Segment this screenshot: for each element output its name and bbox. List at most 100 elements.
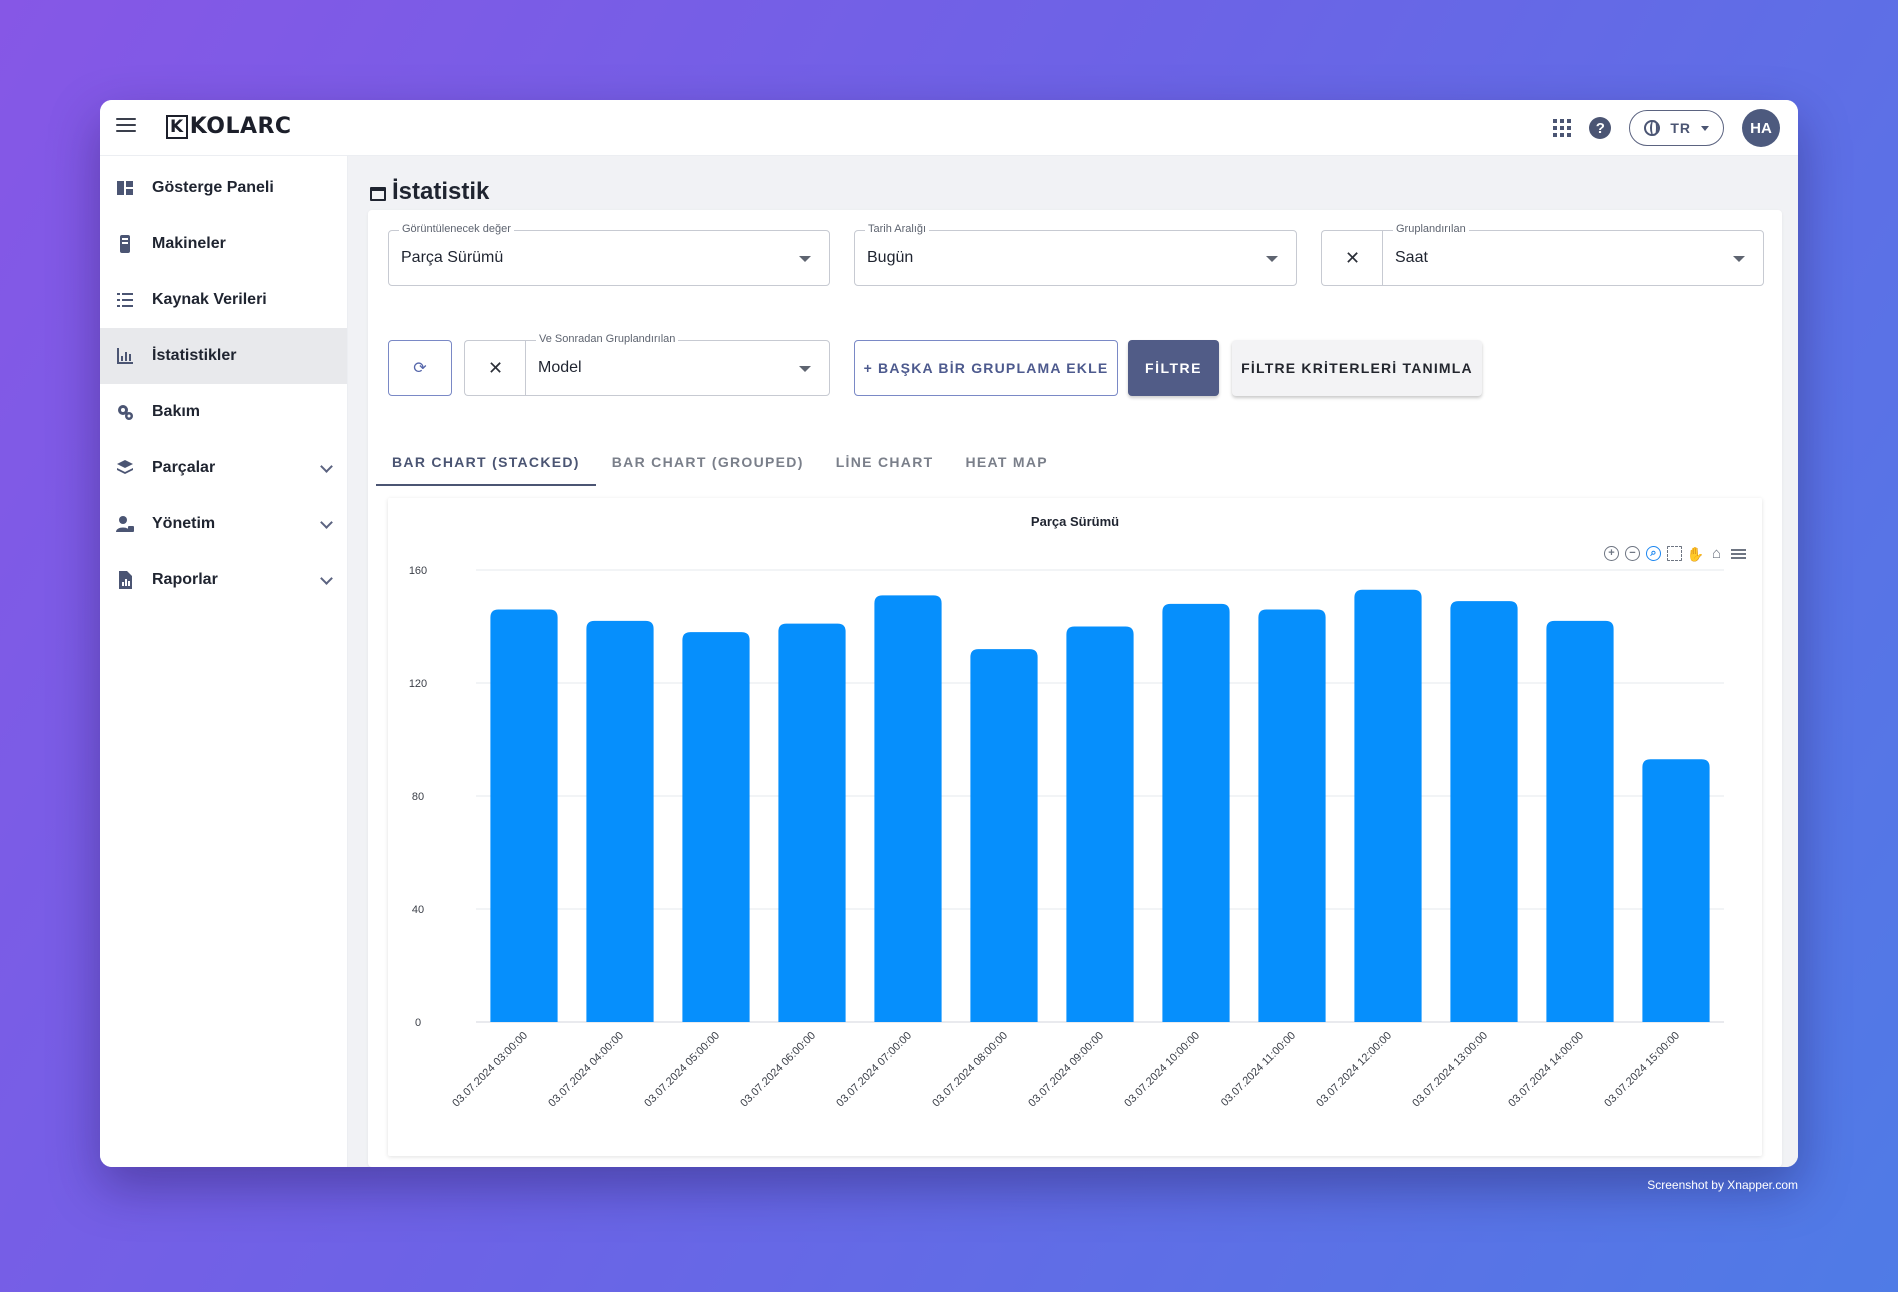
top-actions: ? TR HA: [1553, 106, 1780, 150]
sidebar-item-label: Kaynak Verileri: [152, 291, 267, 308]
x-tick-label: 03.07.2024 13:00:00: [1410, 1030, 1490, 1110]
sidebar-item-label: İstatistikler: [152, 347, 237, 364]
chevron-down-icon: [799, 256, 811, 262]
dashboard-icon: [117, 181, 133, 195]
apps-grid-icon[interactable]: [1553, 119, 1572, 137]
page-title-text: İstatistik: [392, 178, 490, 205]
layers-icon: [117, 460, 133, 474]
clear-then-group-button[interactable]: ✕: [464, 340, 526, 396]
sidebar-item-parts[interactable]: Parçalar: [100, 440, 347, 496]
logo-text: KOLARC: [189, 114, 292, 139]
x-tick-label: 03.07.2024 08:00:00: [930, 1030, 1010, 1110]
sidebar-item-label: Makineler: [152, 235, 226, 252]
search-zoom-icon[interactable]: ⌕: [1646, 546, 1661, 561]
zoom-in-icon[interactable]: +: [1604, 546, 1619, 561]
value-select[interactable]: Görüntülenecek değer Parça Sürümü: [388, 223, 830, 286]
menu-icon[interactable]: [116, 118, 136, 134]
selection-icon[interactable]: [1667, 546, 1682, 561]
chevron-down-icon: [1733, 256, 1745, 262]
globe-icon: [1644, 120, 1661, 136]
bar: [490, 609, 558, 1022]
home-icon[interactable]: ⌂: [1711, 545, 1722, 562]
then-group-by-label: Ve Sonradan Gruplandırılan: [536, 333, 679, 345]
zoom-out-icon[interactable]: −: [1625, 546, 1640, 561]
maintenance-icon: [118, 405, 133, 420]
tab-line-chart[interactable]: LİNE CHART: [835, 454, 934, 470]
chevron-down-icon: [1266, 256, 1278, 262]
x-tick-label: 03.07.2024 15:00:00: [1602, 1030, 1682, 1110]
bar: [682, 632, 750, 1022]
sidebar-item-machines[interactable]: Makineler: [100, 216, 347, 272]
page-title: İstatistik: [370, 178, 489, 206]
group-by-label: Gruplandırılan: [1393, 223, 1469, 235]
report-icon: [119, 571, 132, 589]
bar: [874, 595, 942, 1022]
chart-toolbar: + − ⌕ ✋ ⌂: [1604, 546, 1746, 561]
x-tick-label: 03.07.2024 09:00:00: [1026, 1030, 1106, 1110]
chart-menu-icon[interactable]: [1730, 546, 1746, 561]
tab-bar-stacked[interactable]: BAR CHART (STACKED): [376, 438, 596, 486]
y-tick-label: 160: [409, 565, 427, 577]
refresh-button[interactable]: ⟳: [388, 340, 452, 396]
y-tick-label: 80: [412, 791, 424, 803]
sidebar-item-label: Yönetim: [152, 515, 216, 532]
avatar[interactable]: HA: [1742, 109, 1780, 147]
sidebar: Gösterge Paneli Makineler Kaynak Veriler…: [100, 156, 348, 1167]
x-tick-label: 03.07.2024 06:00:00: [738, 1030, 818, 1110]
bar: [1450, 601, 1518, 1022]
main-content: İstatistik Görüntülenecek değer Parça Sü…: [348, 156, 1798, 1167]
date-range-value: Bugün: [867, 249, 914, 266]
x-tick-label: 03.07.2024 04:00:00: [546, 1030, 626, 1110]
chart-container: Parça Sürümü + − ⌕ ✋ ⌂ 0 40 80 120 160 03.07.…: [388, 498, 1762, 1156]
define-filter-criteria-button[interactable]: FİLTRE KRİTERLERİ TANIMLA: [1232, 340, 1482, 396]
x-tick-label: 03.07.2024 07:00:00: [834, 1030, 914, 1110]
add-grouping-button[interactable]: + BAŞKA BİR GRUPLAMA EKLE: [854, 340, 1118, 396]
list-icon: [117, 293, 133, 307]
bar: [1354, 589, 1422, 1022]
sidebar-item-administration[interactable]: Yönetim: [100, 496, 347, 552]
filter-button[interactable]: FİLTRE: [1128, 340, 1219, 396]
language-value: TR: [1670, 120, 1691, 136]
date-range-label: Tarih Aralığı: [865, 223, 930, 235]
sidebar-item-dashboard[interactable]: Gösterge Paneli: [100, 160, 347, 216]
chevron-down-icon: [320, 516, 333, 529]
chevron-down-icon: [799, 366, 811, 372]
admin-icon: [116, 516, 134, 532]
x-tick-label: 03.07.2024 03:00:00: [450, 1030, 530, 1110]
chart-tabs: BAR CHART (STACKED) BAR CHART (GROUPED) …: [376, 438, 1064, 486]
logo-mark: K: [166, 115, 188, 139]
group-by-value: Saat: [1395, 249, 1428, 266]
sidebar-item-label: Raporlar: [152, 571, 218, 588]
logo[interactable]: K KOLARC: [166, 114, 292, 139]
date-range-select[interactable]: Tarih Aralığı Bugün: [854, 223, 1297, 286]
bar: [1642, 759, 1710, 1022]
top-bar: K KOLARC ? TR HA: [100, 100, 1798, 156]
sidebar-item-statistics[interactable]: İstatistikler: [100, 328, 347, 384]
sidebar-item-maintenance[interactable]: Bakım: [100, 384, 347, 440]
tab-heat-map[interactable]: HEAT MAP: [965, 454, 1048, 470]
help-icon[interactable]: ?: [1589, 117, 1612, 139]
watermark: Screenshot by Xnapper.com: [1647, 1178, 1798, 1192]
bar: [1258, 609, 1326, 1022]
clear-group-by-button[interactable]: ✕: [1321, 230, 1383, 286]
y-tick-label: 0: [415, 1017, 421, 1029]
chevron-down-icon: [1701, 125, 1709, 131]
value-select-value: Parça Sürümü: [401, 249, 504, 266]
x-tick-label: 03.07.2024 11:00:00: [1219, 1030, 1298, 1109]
sidebar-item-source-data[interactable]: Kaynak Verileri: [100, 272, 347, 328]
language-selector[interactable]: TR: [1629, 110, 1724, 146]
sidebar-item-label: Parçalar: [152, 459, 216, 476]
y-tick-label: 40: [412, 904, 424, 916]
group-by-select[interactable]: Gruplandırılan Saat: [1382, 223, 1764, 286]
pan-hand-icon[interactable]: ✋: [1686, 545, 1705, 562]
value-select-label: Görüntülenecek değer: [399, 223, 514, 235]
then-group-by-value: Model: [538, 359, 582, 376]
x-tick-label: 03.07.2024 14:00:00: [1506, 1030, 1586, 1110]
sidebar-item-reports[interactable]: Raporlar: [100, 552, 347, 608]
tab-bar-grouped[interactable]: BAR CHART (GROUPED): [611, 454, 804, 470]
chart-icon: [117, 348, 133, 364]
then-group-by-select[interactable]: Ve Sonradan Gruplandırılan Model: [525, 333, 830, 396]
bar: [970, 649, 1038, 1022]
x-tick-label: 03.07.2024 12:00:00: [1314, 1030, 1394, 1110]
bar: [1066, 626, 1134, 1022]
